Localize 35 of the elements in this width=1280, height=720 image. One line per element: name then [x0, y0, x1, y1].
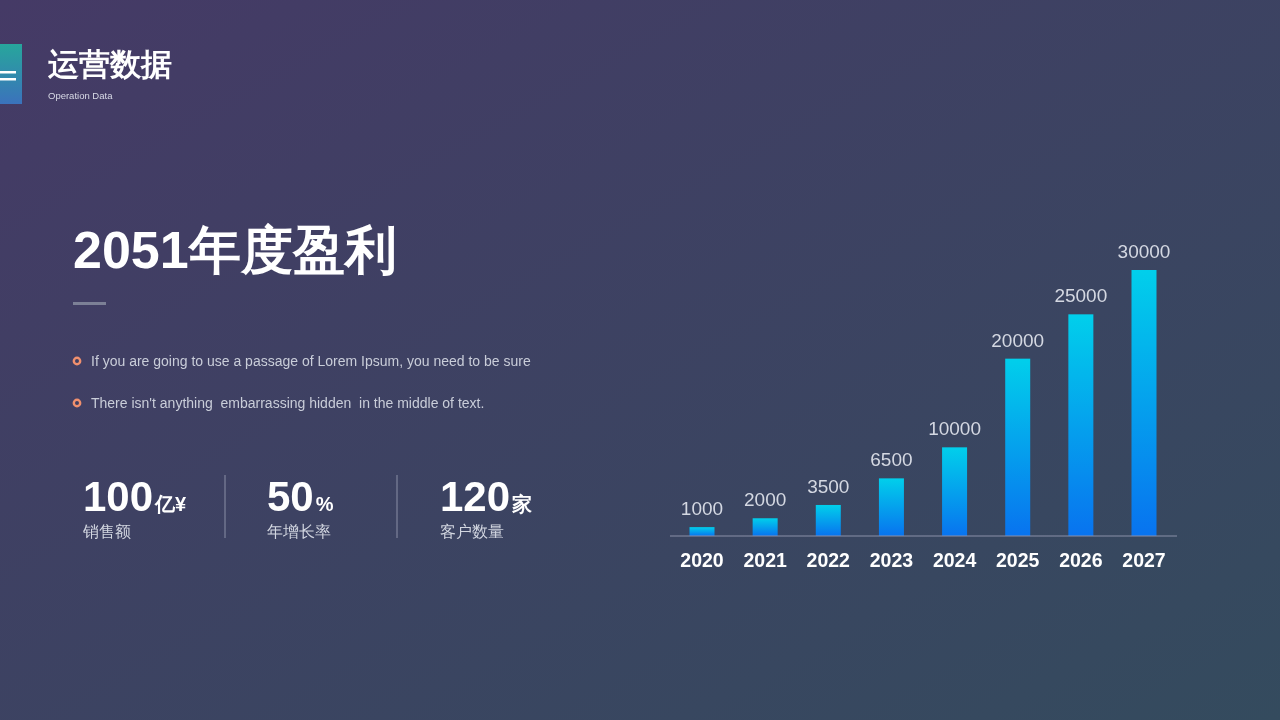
- bar: [942, 447, 968, 536]
- x-tick-label: 2023: [869, 549, 914, 571]
- text: 2051年度盈利: [73, 221, 397, 279]
- text: 客户数量: [440, 523, 504, 540]
- data-label: 6500: [870, 449, 913, 471]
- x-tick-label: 2020: [680, 549, 724, 571]
- data-label: 30000: [1117, 241, 1171, 262]
- x-tick-label: 2022: [806, 549, 851, 571]
- bar: [1068, 314, 1094, 536]
- x-tick-label: 2026: [1059, 549, 1103, 571]
- text: 120家: [440, 473, 533, 520]
- data-label: 25000: [1054, 285, 1108, 307]
- text: There isn't anything embarrassing hidden in the middle of text.: [91, 395, 485, 411]
- text: 运营数据: [47, 47, 172, 82]
- data-label: 20000: [991, 329, 1045, 351]
- data-label: 3500: [807, 475, 850, 497]
- text: If you are going to use a passage of Lorem Ipsum, you need to be sure: [91, 353, 531, 369]
- bar: [878, 478, 904, 536]
- text: 年增长率: [267, 523, 331, 540]
- bar: [1005, 358, 1031, 536]
- data-label: 1000: [680, 498, 724, 520]
- text: 100亿¥: [83, 473, 188, 520]
- x-tick-label: 2025: [996, 549, 1040, 571]
- bar: [689, 527, 715, 536]
- text: 销售额: [82, 523, 131, 540]
- bar: [752, 518, 778, 536]
- bar: [1131, 270, 1157, 536]
- text: 50%: [267, 473, 334, 520]
- x-tick-label: 2027: [1122, 549, 1166, 571]
- text: Operation Data: [48, 90, 114, 101]
- data-label: 2000: [744, 489, 787, 511]
- bar: [815, 504, 841, 536]
- data-label: 10000: [928, 418, 981, 440]
- x-tick-label: 2024: [932, 549, 977, 571]
- x-tick-label: 2021: [743, 549, 787, 571]
